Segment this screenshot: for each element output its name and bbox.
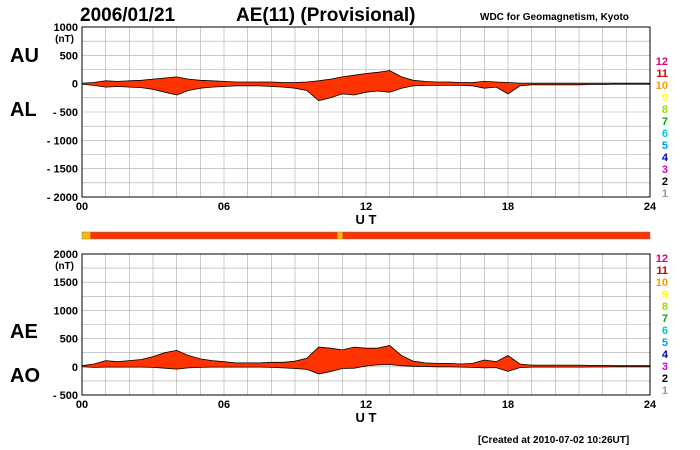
legend-station-12: 12: [656, 56, 668, 68]
x-tick-label: 18: [502, 399, 514, 411]
station-bar-frame: [81, 231, 651, 240]
x-tick-label: 00: [76, 201, 88, 213]
y-tick-label: 0: [72, 362, 78, 374]
legend-station-8: 8: [662, 301, 668, 313]
index-area-au-al: [81, 70, 651, 102]
legend-station-1: 1: [662, 385, 668, 397]
y-tick-label: 0: [72, 79, 78, 91]
legend-station-6: 6: [662, 325, 668, 337]
y-tick-label: 1000: [54, 22, 78, 34]
x-tick-label: 06: [218, 201, 230, 213]
x-tick-label: 18: [502, 201, 514, 213]
y-tick-label: 1500: [54, 277, 78, 289]
x-tick-label: 12: [360, 201, 372, 213]
legend-station-10: 10: [656, 80, 668, 92]
legend-station-9: 9: [662, 289, 668, 301]
y-tick-label: 1000: [54, 305, 78, 317]
plot-frame: [81, 26, 651, 198]
x-tick-label: 12: [360, 399, 372, 411]
legend-station-7: 7: [662, 313, 668, 325]
created-timestamp: [Created at 2010-07-02 10:26UT]: [478, 435, 629, 446]
legend-station-11: 11: [656, 265, 668, 277]
x-tick-label: 06: [218, 399, 230, 411]
station-bar-segment: [337, 232, 343, 239]
legend-station-8: 8: [662, 104, 668, 116]
x-tick-label: 24: [644, 399, 657, 411]
x-tick-label: 24: [644, 201, 657, 213]
x-axis-label: U T: [356, 212, 377, 227]
series-label-au: AU: [10, 45, 39, 67]
x-tick-label: 00: [76, 399, 88, 411]
station-count-bar: [81, 231, 651, 240]
legend-station-4: 4: [662, 152, 669, 164]
y-tick-label: - 500: [53, 390, 78, 402]
legend-station-3: 3: [662, 164, 668, 176]
date-label: 2006/01/21: [80, 5, 176, 26]
legend-station-3: 3: [662, 361, 668, 373]
station-bar-segment: [342, 232, 650, 239]
series-label-al: AL: [10, 99, 37, 121]
legend-station-7: 7: [662, 116, 668, 128]
y-tick-label: 2000: [54, 249, 78, 261]
page-title: AE(11) (Provisional): [236, 5, 416, 26]
legend-station-1: 1: [662, 188, 668, 200]
source-label: WDC for Geomagnetism, Kyoto: [480, 12, 629, 23]
ae-ao-panel: 2000 1500 1000 500 0 - 500 (nT) 00 06 12 18 24 U T AE…: [10, 249, 657, 425]
y-tick-label: 500: [60, 50, 78, 62]
y-tick-label: - 500: [53, 107, 78, 119]
legend-station-9: 9: [662, 92, 668, 104]
au-al-panel: 1000 500 0 - 500 - 1000 - 1500 - 2000 (nT) 00 06 1…: [10, 22, 657, 227]
legend-station-2: 2: [662, 373, 668, 385]
y-unit-label: (nT): [55, 261, 74, 272]
station-bar-segment: [90, 232, 338, 239]
y-tick-label: - 1500: [47, 164, 78, 176]
legend-station-5: 5: [662, 140, 668, 152]
legend-station-5: 5: [662, 337, 668, 349]
legend-station-11: 11: [656, 68, 668, 80]
y-tick-label: - 1000: [47, 135, 78, 147]
series-label-ao: AO: [10, 365, 40, 387]
y-tick-label: - 2000: [47, 192, 78, 204]
station-bar-segment: [82, 232, 91, 239]
x-axis-label: U T: [356, 410, 377, 425]
y-unit-label: (nT): [55, 34, 74, 45]
legend-station-12: 12: [656, 253, 668, 265]
plot-frame: [81, 253, 651, 396]
legend-station-4: 4: [662, 349, 669, 361]
legend-station-2: 2: [662, 176, 668, 188]
legend-station-10: 10: [656, 277, 668, 289]
legend-station-6: 6: [662, 128, 668, 140]
series-label-ae: AE: [10, 321, 38, 343]
index-area-ae-ao: [81, 344, 651, 375]
y-tick-label: 500: [60, 334, 78, 346]
